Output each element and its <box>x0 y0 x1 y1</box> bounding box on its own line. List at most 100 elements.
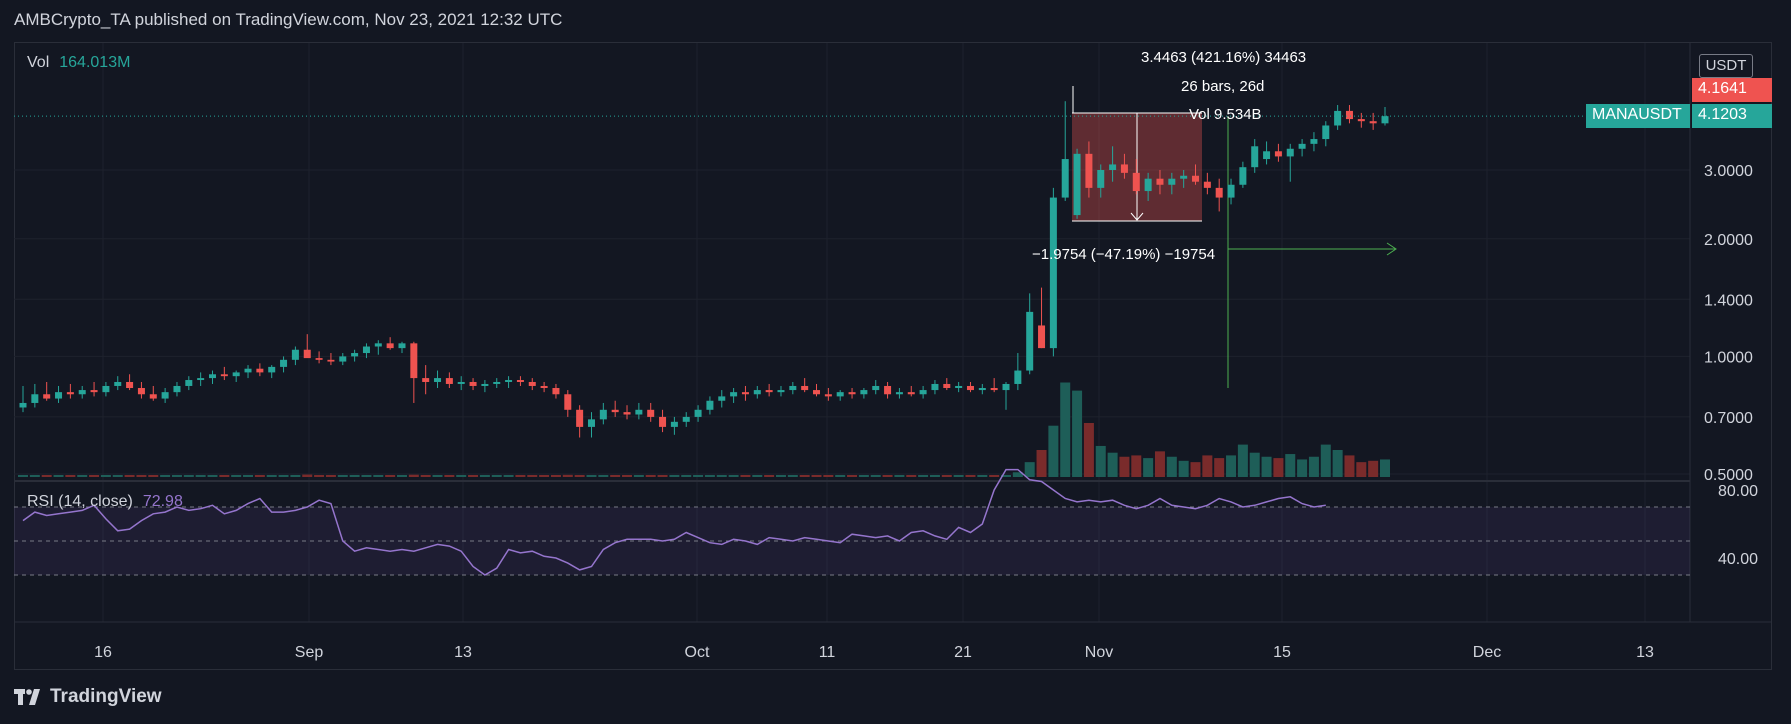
volume-bar <box>539 475 550 477</box>
candle-body <box>895 392 903 395</box>
volume-bar <box>1166 456 1177 477</box>
last-price-tag: 4.1203 <box>1692 104 1772 128</box>
candle-body <box>114 381 122 386</box>
volume-bar <box>1344 455 1355 477</box>
volume-bar <box>527 475 538 477</box>
candle-body <box>966 385 974 391</box>
volume-bar <box>610 475 621 477</box>
candle-body <box>1144 178 1152 192</box>
high-price-tag: 4.1641 <box>1692 78 1772 102</box>
candle-body <box>872 385 880 391</box>
volume-legend[interactable]: Vol 164.013M <box>27 54 130 72</box>
candle-body <box>1061 159 1069 198</box>
price-tick-label: 2.0000 <box>1704 232 1753 249</box>
volume-bar <box>136 475 147 477</box>
volume-bar <box>1202 455 1213 477</box>
candle-body <box>291 349 299 360</box>
volume-bar <box>420 475 431 477</box>
tradingview-brand: TradingView <box>50 686 162 707</box>
candle-body <box>706 400 714 410</box>
candle-body <box>1097 170 1105 188</box>
candle-body <box>232 372 240 377</box>
candle-body <box>848 392 856 395</box>
candle-body <box>1298 143 1306 149</box>
candle-body <box>1180 175 1188 179</box>
volume-bar <box>456 475 467 477</box>
volume-bar <box>1095 445 1106 477</box>
volume-bar <box>491 475 502 477</box>
volume-bar <box>989 475 1000 477</box>
volume-bar <box>100 475 111 477</box>
volume-bar <box>243 475 254 477</box>
volume-bar <box>835 475 846 477</box>
volume-bar <box>171 475 182 477</box>
time-tick-label: 21 <box>954 644 972 661</box>
volume-bar <box>586 475 597 477</box>
rsi-legend[interactable]: RSI (14, close) 72.98 <box>27 493 183 511</box>
candle-body <box>1132 172 1140 192</box>
tradingview-footer[interactable]: TradingView <box>14 686 162 708</box>
volume-bar <box>503 475 514 477</box>
volume-bar <box>740 475 751 477</box>
volume-bar <box>823 475 834 477</box>
volume-bar <box>266 475 277 477</box>
candle-body <box>220 374 228 377</box>
volume-bar <box>882 475 893 477</box>
time-tick-label: 15 <box>1273 644 1291 661</box>
candle-body <box>611 409 619 413</box>
volume-bar <box>1273 458 1284 477</box>
candle-body <box>564 394 572 410</box>
volume-bar <box>1380 459 1390 477</box>
candle-body <box>197 378 205 381</box>
candle-body <box>765 390 773 393</box>
volume-bar <box>906 475 917 477</box>
candle-body <box>635 409 643 415</box>
price-tick-label: 0.5000 <box>1704 467 1753 484</box>
volume-bar <box>1356 462 1367 477</box>
time-tick-label: Nov <box>1085 644 1113 661</box>
candle-body <box>78 390 86 395</box>
candle-body <box>694 409 702 417</box>
candle-body <box>31 394 39 403</box>
volume-bar <box>764 475 775 477</box>
volume-bar <box>302 474 313 477</box>
volume-bar <box>574 475 585 477</box>
candle-body <box>268 366 276 373</box>
candle-body <box>978 388 986 391</box>
candle-body <box>1120 164 1128 173</box>
volume-bar <box>325 475 336 477</box>
volume-bar <box>337 475 348 477</box>
volume-bar <box>728 475 739 477</box>
symbol-tag: MANAUSDT <box>1586 104 1690 128</box>
volume-bar <box>278 475 289 477</box>
candle-body <box>327 359 335 362</box>
volume-bar <box>254 475 265 477</box>
candle-body <box>303 349 311 359</box>
currency-unit-label[interactable]: USDT <box>1699 54 1753 78</box>
volume-bar <box>716 475 727 477</box>
volume-bar <box>408 474 419 477</box>
volume-bar <box>41 475 52 477</box>
candle-body <box>884 385 892 395</box>
rsi-legend-label: RSI (14, close) <box>27 493 133 510</box>
candle-body <box>351 353 359 357</box>
volume-bar <box>112 475 123 477</box>
volume-bar <box>1060 382 1071 477</box>
volume-bar <box>53 475 64 477</box>
volume-bar <box>941 475 952 477</box>
candles <box>14 101 1690 438</box>
candle-body <box>493 381 501 384</box>
candle-body <box>1381 116 1389 124</box>
volume-bar <box>290 475 301 477</box>
volume-bar <box>858 475 869 477</box>
candle-body <box>244 368 252 373</box>
candle-body <box>836 392 844 397</box>
volume-bar <box>633 475 644 477</box>
measure-volume-label: Vol 9.534B <box>1189 106 1262 123</box>
volume-bar <box>195 475 206 477</box>
volume-bar <box>622 475 633 477</box>
candle-body <box>955 385 963 389</box>
candle-body <box>1049 197 1057 349</box>
candle-body <box>718 396 726 401</box>
